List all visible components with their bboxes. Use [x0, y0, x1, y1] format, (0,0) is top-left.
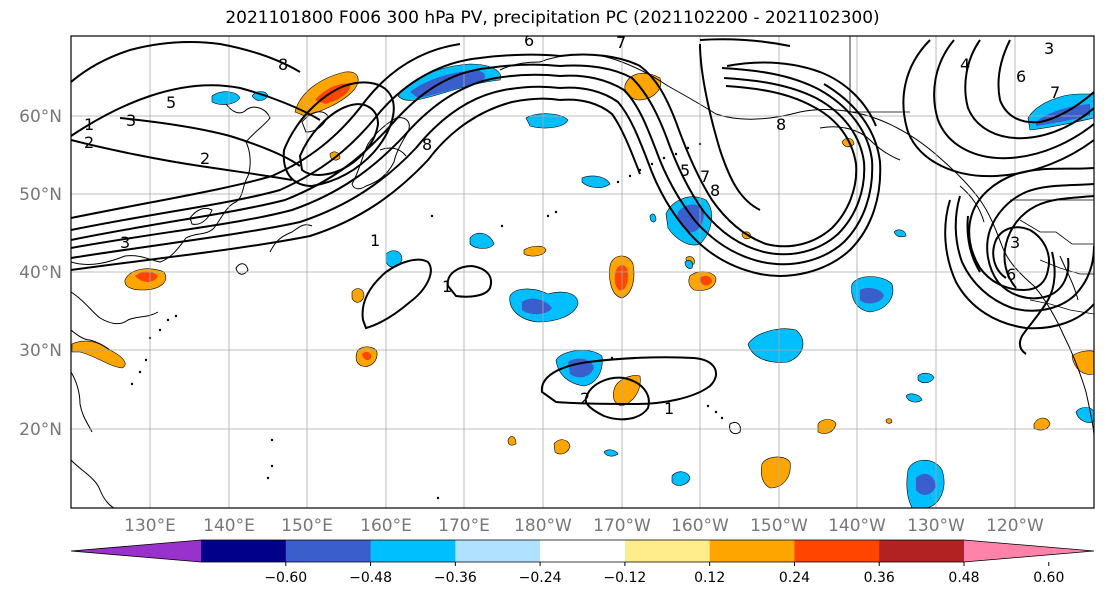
colorbar-swatch — [455, 540, 541, 562]
lon-label: 170°W — [593, 516, 651, 536]
lon-label: 150°E — [281, 516, 333, 536]
contour-label: 2 — [580, 389, 590, 408]
contour-label: 1 — [442, 277, 452, 296]
colorbar-extend-low — [71, 540, 201, 562]
lat-label: 40°N — [19, 263, 62, 283]
contour-label: 8 — [776, 115, 786, 134]
lat-label: 50°N — [19, 185, 62, 205]
colorbar-outline — [70, 539, 1095, 563]
colorbar-tick-label: 0.60 — [1033, 570, 1064, 586]
colorbar-swatch — [879, 540, 965, 562]
contour-label: 6 — [1006, 265, 1016, 284]
lon-label: 130°W — [907, 516, 965, 536]
contour-label: 8 — [422, 135, 432, 154]
lon-label: 160°E — [360, 516, 412, 536]
colorbar-tick-label: 0.36 — [864, 570, 895, 586]
contour-label: 8 — [278, 55, 288, 74]
contour-label: 8 — [710, 181, 720, 200]
colorbar: −0.60 −0.48 −0.36 −0.24 −0.12 0.12 0.24 0.36 0.4… — [70, 539, 1095, 586]
lon-label: 140°E — [203, 516, 255, 536]
contour-label: 7 — [1050, 83, 1060, 102]
contour-label: 1 — [84, 115, 94, 134]
lon-label: 150°W — [750, 516, 808, 536]
contour-label: 6 — [524, 31, 534, 50]
contour-label: 5 — [680, 161, 690, 180]
lat-label: 30°N — [19, 341, 62, 361]
colorbar-tick-label: −0.12 — [603, 570, 646, 586]
colorbar-tick-label: −0.60 — [264, 570, 307, 586]
colorbar-swatch — [624, 540, 711, 562]
lon-label: 160°W — [671, 516, 729, 536]
colorbar-tick-label: 0.12 — [694, 570, 725, 586]
colorbar-tick-label: −0.36 — [434, 570, 477, 586]
colorbar-extend-high — [964, 540, 1094, 562]
pv-contours — [71, 38, 1094, 421]
contour-label: 4 — [960, 55, 970, 74]
longitude-labels: 130°E 140°E 150°E 160°E 170°E 180°W 170°… — [124, 516, 1044, 536]
gridlines — [71, 36, 1094, 508]
contour-label: 7 — [616, 33, 626, 52]
contour-label: 3 — [126, 111, 136, 130]
contour-label: 3 — [1010, 233, 1020, 252]
island-dots — [130, 142, 724, 500]
contour-label: 1 — [664, 399, 674, 418]
lat-label: 60°N — [19, 107, 62, 127]
colorbar-swatch — [201, 540, 287, 562]
contour-label: 3 — [120, 233, 130, 252]
map-title: 2021101800 F006 300 hPa PV, precipitatio… — [225, 8, 880, 28]
lon-label: 130°E — [124, 516, 176, 536]
map-frame — [70, 35, 1095, 509]
contour-labels: 8 5 3 3 2 1 2 8 7 6 8 1 1 2 1 8 7 5 3 4 … — [84, 31, 1060, 418]
contour-label: 2 — [84, 133, 94, 152]
colorbar-swatch — [370, 540, 456, 562]
colorbar-swatch — [285, 540, 372, 562]
lon-label: 170°E — [438, 516, 490, 536]
lon-label: 120°W — [986, 516, 1044, 536]
colorbar-swatch — [794, 540, 880, 562]
colorbar-tick-label: −0.48 — [349, 570, 392, 586]
lon-label: 140°W — [828, 516, 886, 536]
latitude-labels: 60°N 50°N 40°N 30°N 20°N — [19, 107, 62, 440]
contour-label: 2 — [200, 149, 210, 168]
contour-label: 7 — [700, 167, 710, 186]
lat-label: 20°N — [19, 420, 62, 440]
contour-label: 6 — [1016, 67, 1026, 86]
contour-label: 5 — [166, 93, 176, 112]
colorbar-tick-label: 0.48 — [948, 570, 979, 586]
contour-label: 3 — [1044, 39, 1054, 58]
colorbar-swatch — [709, 540, 795, 562]
colorbar-tick-label: −0.24 — [519, 570, 562, 586]
colorbar-tick-label: 0.24 — [779, 570, 810, 586]
colorbar-swatch — [540, 540, 626, 562]
contour-label: 1 — [370, 231, 380, 250]
lon-label: 180°W — [514, 516, 572, 536]
